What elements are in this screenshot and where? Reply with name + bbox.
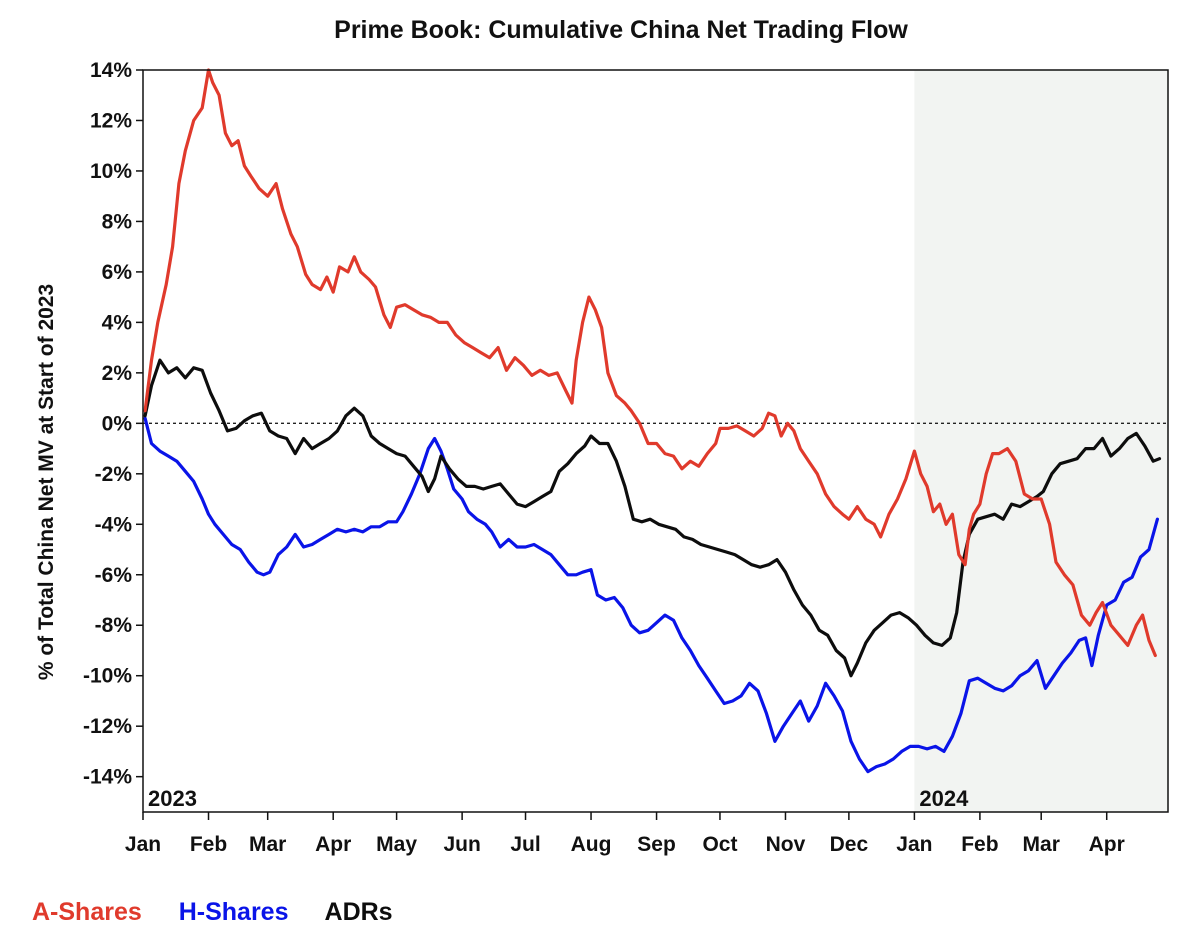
year-label: 2024 — [919, 786, 969, 811]
y-tick-label: -6% — [95, 564, 133, 587]
x-tick-label: Jan — [896, 833, 932, 856]
y-tick-label: 0% — [102, 412, 133, 435]
x-tick-label: Mar — [249, 833, 286, 856]
y-tick-label: -12% — [83, 715, 132, 738]
y-axis: 14% 12% 10% 8% 6% 4% 2% 0% -2% -4% -6% -8% -10% -12% -… — [83, 59, 143, 789]
x-tick-label: May — [376, 833, 417, 856]
plot-area — [142, 68, 1169, 813]
x-tick-label: Mar — [1023, 833, 1060, 856]
legend-item-a-shares: A-Shares — [32, 898, 142, 926]
series-line-adrs — [143, 358, 1162, 678]
y-tick-label: -10% — [83, 665, 132, 688]
x-tick-label: Sep — [637, 833, 676, 856]
y-tick-label: 8% — [102, 210, 133, 233]
chart: Prime Book: Cumulative China Net Trading… — [35, 16, 1169, 856]
legend: A-Shares H-Shares ADRs — [32, 898, 423, 927]
x-tick-label: Apr — [315, 833, 351, 856]
y-axis-label: % of Total China Net MV at Start of 2023 — [35, 284, 58, 680]
y-tick-label: 12% — [90, 109, 132, 132]
x-tick-label: Feb — [961, 833, 998, 856]
y-tick-label: -8% — [95, 614, 133, 637]
y-tick-label: -4% — [95, 513, 133, 536]
x-tick-label: Jun — [443, 833, 480, 856]
x-tick-label: Feb — [190, 833, 227, 856]
legend-item-h-shares: H-Shares — [178, 898, 289, 926]
x-axis: Jan Feb Mar Apr May Jun Jul Aug Sep Oct Nov Dec Jan F… — [125, 812, 1125, 856]
year-labels: 2023 2024 — [148, 786, 969, 811]
x-tick-label: Apr — [1089, 833, 1125, 856]
x-tick-label: Dec — [830, 833, 869, 856]
y-tick-label: -14% — [83, 766, 132, 789]
plot-frame — [142, 69, 1169, 813]
y-tick-label: 6% — [102, 261, 133, 284]
x-tick-label: Oct — [702, 833, 737, 856]
y-tick-label: 10% — [90, 160, 132, 183]
x-tick-label: Aug — [571, 833, 612, 856]
x-tick-label: Jan — [125, 833, 161, 856]
legend-item-adrs: ADRs — [324, 898, 393, 926]
y-tick-label: -2% — [95, 463, 133, 486]
series-layer — [143, 68, 1162, 774]
series-line-h-shares — [143, 416, 1160, 774]
y-tick-label: 2% — [102, 362, 133, 385]
y-tick-label: 14% — [90, 59, 132, 82]
series-line-a-shares — [143, 68, 1157, 658]
x-tick-label: Nov — [766, 833, 806, 856]
x-tick-label: Jul — [510, 833, 540, 856]
shaded-2024-region — [914, 70, 1168, 812]
y-tick-label: 4% — [102, 311, 133, 334]
chart-title: Prime Book: Cumulative China Net Trading… — [334, 16, 908, 44]
year-label: 2023 — [148, 786, 197, 811]
